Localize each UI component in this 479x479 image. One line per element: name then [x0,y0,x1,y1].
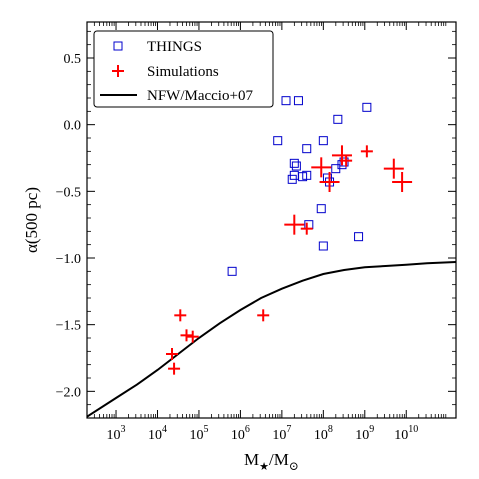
simulation-point [383,158,404,179]
things-point [302,170,312,180]
things-point [227,266,237,276]
legend-box [93,30,274,108]
simulation-point [300,222,313,235]
simulation-point [180,329,193,342]
things-point [339,157,349,167]
x-tick-label: 104 [148,424,167,443]
y-tick-label: −0.5 [56,185,81,200]
things-point [302,144,312,154]
things-point [281,96,291,106]
things-point [318,241,328,251]
y-tick-label: 0.0 [64,119,82,134]
legend-item-simulations: Simulations [112,64,219,80]
things-point [333,114,343,124]
simulation-point [331,145,352,166]
legend-item-nfw-maccio-07: NFW/Maccio+07 [100,88,253,104]
x-tick-label: 106 [231,424,250,443]
plot-content [87,96,456,418]
things-point [287,174,297,184]
y-tick-label: −1.5 [56,319,81,334]
x-tick-label: 109 [355,424,374,443]
simulation-point [311,157,332,178]
simulation-point [284,214,305,235]
things-point [291,161,301,171]
simulation-point [165,348,178,360]
y-tick-label: −2.0 [56,385,81,400]
plot-frame [86,21,457,419]
x-tick-label: 1010 [394,424,418,443]
things-point [289,158,299,168]
x-tick-label: 107 [272,424,291,443]
simulation-point [186,330,199,343]
legend-item-things: THINGS [113,39,202,55]
simulation-point [360,145,373,158]
legend-square-marker [113,41,123,51]
simulation-point [392,172,413,192]
x-tick-label: 108 [314,424,333,443]
legend-label: NFW/Maccio+07 [147,88,253,104]
x-axis-title: M★/M⊙ [244,450,299,473]
simulation-point [257,309,270,322]
legend-label: THINGS [147,39,202,55]
simulation-point [340,154,353,167]
legend-label: Simulations [147,64,219,80]
things-point [362,102,372,112]
x-tick-label: 103 [107,424,126,443]
x-tick-label: 105 [189,424,208,443]
things-point [273,136,283,146]
simulation-point [319,172,340,192]
things-point [316,204,326,214]
simulation-point [174,309,187,322]
simulation-point [168,362,181,375]
axes: 103 104 105 106 107 108 109 1010 0.5 0.0 −0.5 −1.0 −… [22,22,456,473]
y-axis-title: α(500 pc) [22,187,41,253]
things-point [293,96,303,106]
things-point [318,136,328,146]
y-tick-label: −1.0 [56,252,81,267]
things-point [354,232,364,242]
y-tick-label: 0.5 [64,52,82,67]
nfw-curve [87,261,456,418]
legend: THINGS Simulations NFW/Maccio+07 [93,30,274,108]
